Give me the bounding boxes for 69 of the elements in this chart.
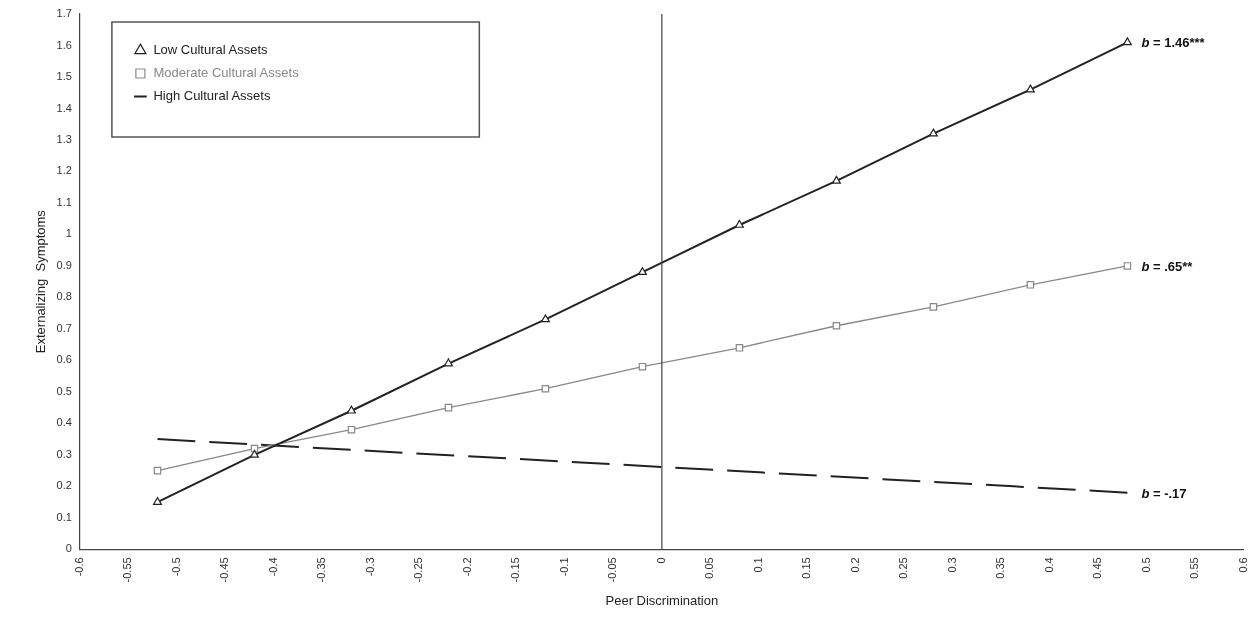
point [1122,37,1132,46]
point [346,405,356,414]
y-tick-label: 0.7 [56,321,72,334]
x-tick-label: 0.6 [1236,557,1249,573]
y-tick-label: 1.2 [56,164,72,177]
y-tick-label: 1.3 [56,132,72,145]
y-tick-label: 1.5 [56,70,72,83]
y-tick-label: 0.8 [56,290,72,303]
point [637,267,647,276]
y-tick-label: 0.6 [56,353,72,366]
x-tick-label: 0.1 [751,557,764,573]
x-tick-label: -0.55 [121,557,134,583]
legend-label: High Cultural Assets [153,88,271,104]
point [152,496,162,505]
annotation: b = .65** [1141,258,1193,274]
point [1025,84,1035,93]
point [929,303,938,311]
x-tick-label: -0.45 [218,557,231,583]
point [1026,281,1035,289]
x-tick-label: -0.6 [72,557,85,577]
x-tick-label: -0.5 [169,557,182,577]
y-tick-label: 0.4 [56,416,72,429]
x-tick-label: 0.2 [848,557,861,573]
x-tick-label: -0.4 [266,557,279,577]
x-tick-label: -0.05 [606,557,619,583]
x-tick-label: -0.25 [412,557,425,583]
x-tick-label: 0.5 [1139,557,1152,573]
legend-label: Moderate Cultural Assets [153,65,300,81]
x-tick-label: -0.3 [363,557,376,577]
y-axis-title: Externalizing Symptoms [33,209,49,354]
y-tick-label: 0.2 [56,479,72,492]
y-tick-label: 0.1 [56,510,72,523]
x-tick-label: -0.1 [557,557,570,577]
point [832,321,841,330]
annotation: b = 1.46*** [1141,34,1205,50]
point [249,449,259,458]
x-tick-label: 0.3 [945,557,958,573]
y-tick-label: 0.3 [56,447,72,460]
x-axis-title: Peer Discrimination [605,592,719,608]
point [540,314,550,323]
x-tick-label: 0.25 [897,557,910,579]
y-tick-label: 0.5 [56,384,72,397]
y-tick-label: 0 [65,542,72,555]
legend-label: Low Cultural Assets [153,42,269,58]
y-tick-label: 0.9 [56,258,72,271]
x-tick-label: 0.35 [994,557,1007,579]
point [638,362,647,371]
y-tick-label: 1.1 [56,195,72,208]
annotation: b = -.17 [1141,485,1187,501]
x-tick-label: -0.2 [460,557,473,577]
y-tick-label: 1.7 [56,7,72,20]
y-tick-label: 1 [65,227,72,240]
x-tick-label: 0 [654,557,667,564]
x-tick-label: 0.45 [1091,557,1104,579]
x-tick-label: 0.4 [1042,557,1055,573]
y-tick-label: 1.6 [56,38,72,51]
point [928,128,938,137]
point [735,344,744,352]
x-tick-label: 0.15 [800,557,813,579]
x-tick-label: -0.35 [315,557,328,583]
x-tick-label: -0.15 [509,557,522,583]
point [541,384,550,393]
x-tick-label: 0.55 [1188,557,1201,579]
point [1123,262,1132,270]
x-tick-label: 0.05 [703,557,716,579]
y-tick-label: 1.4 [56,101,72,114]
point [734,219,744,228]
point [831,175,841,184]
point [443,358,453,367]
